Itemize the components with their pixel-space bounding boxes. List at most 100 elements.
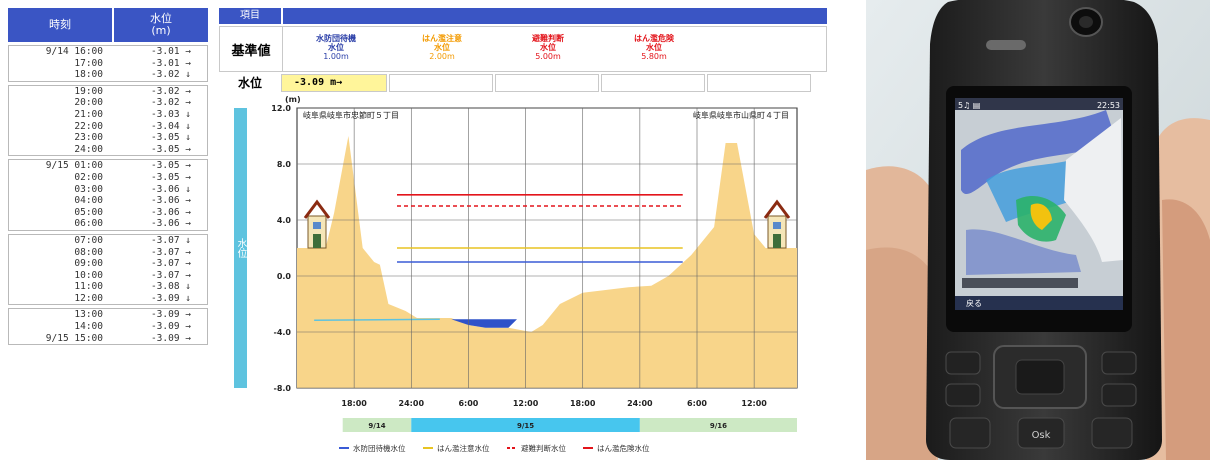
table-row: 24:00 -3.05 → [9,144,207,156]
house-window [313,222,321,229]
x-tick-label: 18:00 [570,399,596,408]
threshold-line2: 水位 [434,43,450,52]
table-row: 9/15 01:00 -3.05 → [9,160,207,172]
time-cell: 24:00 [74,143,103,155]
table-row: 03:00 -3.06 ↓ [9,184,207,196]
empty-cell [389,74,493,92]
table-row: 22:00 -3.04 ↓ [9,121,207,133]
house-icon [303,199,331,249]
time-cell: 07:00 [74,234,103,246]
time-cell: 05:00 [74,206,103,218]
y-axis-band [234,108,247,388]
table-row: 14:00 -3.09 → [9,321,207,333]
time-cell: 9/15 15:00 [45,332,103,344]
time-cell: 14:00 [74,321,103,333]
threshold-value: 5.00m [535,52,561,61]
table-row: 20:00 -3.02 → [9,97,207,109]
level-cell: -3.09 → [150,321,191,333]
time-cell: 18:00 [74,69,103,81]
time-cell: 20:00 [74,97,103,109]
time-cell: 06:00 [74,218,103,230]
level-cell: -3.09 ↓ [150,292,191,304]
threshold-column: 水防団待機 水位 1.00m [283,27,389,71]
table-row: 05:00 -3.06 → [9,207,207,219]
legend-label: はん濫危険水位 [597,443,650,453]
threshold-column: 避難判断 水位 5.00m [495,27,601,71]
table-row: 18:00 -3.02 ↓ [9,69,207,81]
y-tick-label: 4.0 [277,216,292,225]
level-cell: -3.05 → [150,171,191,183]
level-label: 水位 [237,76,262,90]
table-group: 07:00 -3.07 ↓ 08:00 -3.07 → 09:00 -3.07 → 10:0… [8,233,208,306]
time-cell: 10:00 [74,269,103,281]
table-row: 10:00 -3.07 → [9,270,207,282]
threshold-value: 5.80m [641,52,667,61]
house-icon [763,199,791,249]
x-tick-label: 12:00 [513,399,539,408]
table-row: 09:00 -3.07 → [9,258,207,270]
legend-label: 水防団待機水位 [353,443,406,453]
item-header-bar [283,8,827,24]
water-surface-line [314,318,440,322]
level-cell: -3.02 → [150,97,191,109]
y-axis-unit: (m) [285,95,301,104]
water-level-table: 時刻 水位 (m) 9/14 16:00 -3.01 → 17:00 -3.01 → 1… [8,8,208,346]
level-cell: -3.05 → [150,160,191,172]
level-column-header: 水位 (m) [114,8,208,42]
threshold-column: はん濫危険 水位 5.80m [601,27,707,71]
current-level-row: 水位 -3.09 m→ [219,74,827,92]
time-cell: 13:00 [74,309,103,321]
time-cell: 12:00 [74,292,103,304]
x-tick-label: 18:00 [341,399,367,408]
threshold-line2: 水位 [328,43,344,52]
time-cell: 11:00 [74,281,103,293]
y-axis-label: 水位 [235,238,247,258]
threshold-value: 2.00m [429,52,455,61]
table-body: 9/14 16:00 -3.01 → 17:00 -3.01 → 18:00 -3.02 … [8,45,208,346]
threshold-line1: 避難判断 [532,34,564,43]
y-tick-label: -4.0 [274,328,292,337]
y-tick-label: -8.0 [274,384,292,393]
level-cell: -3.06 ↓ [150,183,191,195]
level-cell: -3.07 → [150,258,191,270]
level-cell: -3.02 → [150,85,191,97]
date-bar-segment [342,418,412,432]
table-row: 17:00 -3.01 → [9,58,207,70]
house-door [773,234,781,248]
threshold-value: 1.00m [323,52,349,61]
level-cell: -3.04 ↓ [150,120,191,132]
house-window [773,222,781,229]
svg-text:22:53: 22:53 [1097,101,1120,110]
x-tick-label: 24:00 [399,399,425,408]
date-bar-segment [639,418,797,432]
threshold-line1: はん濫危険 [634,34,674,43]
standard-values-row: 基準値 水防団待機 水位 1.00m はん濫注意 水位 2.00m 避難判断 水位 5.00m は… [219,26,827,72]
table-group: 9/15 01:00 -3.05 → 02:00 -3.05 → 03:00 -3.06 … [8,159,208,231]
empty-cell [601,74,705,92]
level-cell: -3.06 → [150,206,191,218]
river-cross-section-chart: 水位 (m) 12.0 8.0 4.0 0.0 -4.0 -8.0 18:00 24:00 6:… [234,95,798,453]
x-tick-label: 24:00 [627,399,653,408]
time-cell: 03:00 [74,183,103,195]
empty-cell [707,74,811,92]
time-cell: 22:00 [74,120,103,132]
level-cell: -3.01 → [150,46,191,57]
standard-label: 基準値 [220,27,283,71]
time-column-header: 時刻 [8,8,112,42]
time-cell: 08:00 [74,246,103,258]
table-row: 04:00 -3.06 → [9,195,207,207]
level-cell: -3.03 ↓ [150,108,191,120]
house-roof [303,199,331,219]
time-cell: 23:00 [74,132,103,144]
time-cell: 21:00 [74,108,103,120]
x-tick-label: 6:00 [687,399,707,408]
level-cell: -3.07 → [150,269,191,281]
time-cell: 02:00 [74,171,103,183]
date-bar-label: 9/14 [368,422,385,430]
phone-softkey-left: 戻る [966,298,982,308]
level-cell: -3.07 ↓ [150,234,191,246]
table-row: 12:00 -3.09 ↓ [9,293,207,305]
phone-photo: 5♫ ▤ 22:53 戻る Osk [866,0,1210,460]
y-tick-label: 8.0 [277,160,292,169]
level-cell: -3.06 → [150,218,191,230]
